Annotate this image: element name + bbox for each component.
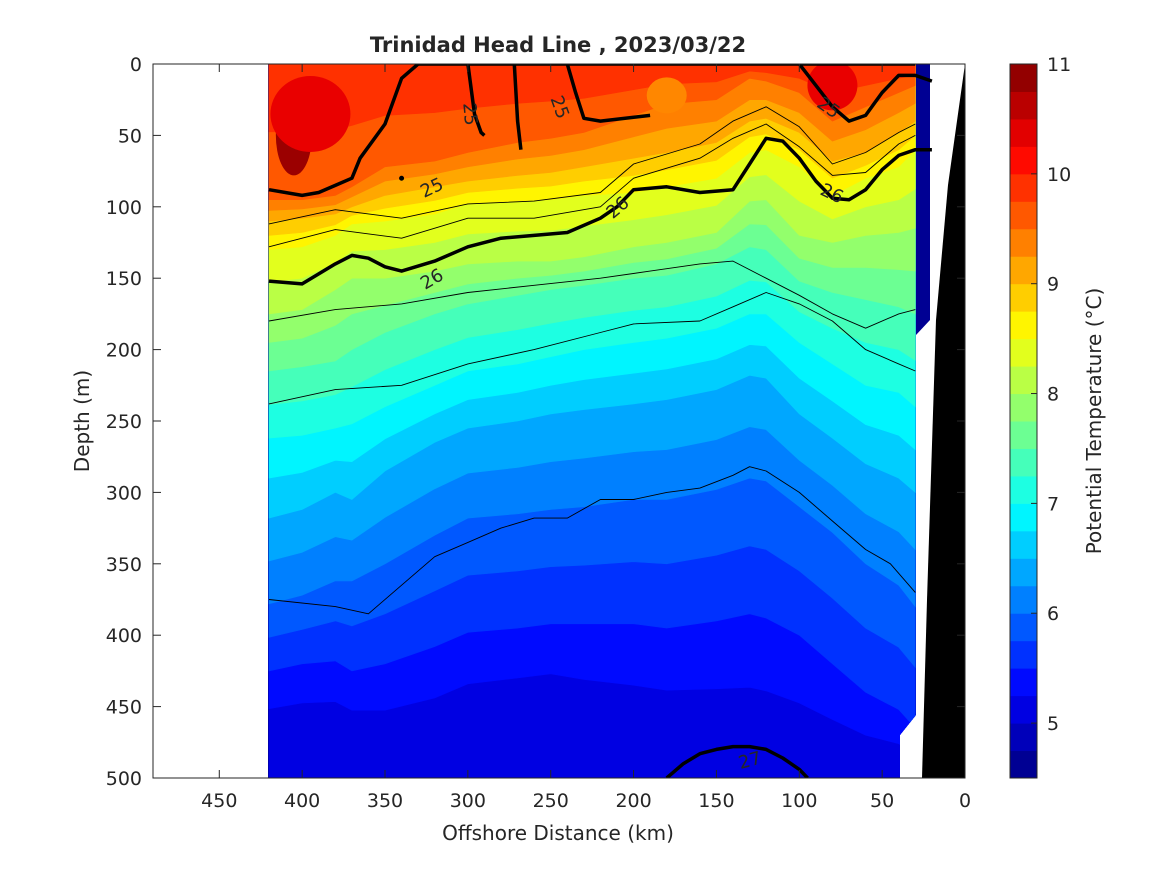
colorbar-swatch <box>1010 750 1037 779</box>
temp-core <box>807 64 858 111</box>
colorbar-swatch <box>1010 503 1037 532</box>
colorbar-tick-label: 6 <box>1047 603 1059 625</box>
y-tick-label: 100 <box>106 197 142 219</box>
colorbar-swatch <box>1010 448 1037 477</box>
colorbar-swatch <box>1010 283 1037 312</box>
thin-density-contour <box>268 123 916 248</box>
colorbar-swatch <box>1010 613 1037 642</box>
colorbar-tick-label: 7 <box>1047 493 1059 515</box>
y-tick-label: 400 <box>106 625 142 647</box>
x-tick-label: 100 <box>781 790 817 812</box>
density-contour-25-lobe <box>797 64 933 123</box>
y-tick-label: 200 <box>106 340 142 362</box>
y-tick-label: 50 <box>118 125 142 147</box>
colorbar-swatch <box>1010 201 1037 230</box>
y-tick-label: 250 <box>106 411 142 433</box>
x-tick-label: 250 <box>533 790 569 812</box>
colorbar-swatch <box>1010 91 1037 120</box>
temp-core <box>646 77 687 114</box>
y-tick-label: 150 <box>106 268 142 290</box>
colorbar-tick-label: 9 <box>1047 274 1059 296</box>
colorbar-tick-label: 5 <box>1047 713 1059 735</box>
colorbar-tick-label: 8 <box>1047 384 1059 406</box>
colorbar-swatch <box>1010 475 1037 504</box>
contour-label: 25 <box>458 102 481 127</box>
x-tick-label: 0 <box>959 790 971 812</box>
x-tick-label: 200 <box>615 790 651 812</box>
colorbar-swatch <box>1010 338 1037 367</box>
colorbar-swatch <box>1010 558 1037 587</box>
x-tick-label: 50 <box>870 790 894 812</box>
x-axis-ticks: 450 400 350 300 250 200 150 100 50 0 <box>201 64 971 812</box>
y-tick-label: 450 <box>106 697 142 719</box>
density-contour-26 <box>268 136 932 286</box>
temperature-bands <box>268 64 930 778</box>
colorbar-swatch <box>1010 64 1037 92</box>
y-tick-label: 300 <box>106 482 142 504</box>
colorbar-swatch <box>1010 421 1037 449</box>
x-tick-label: 150 <box>698 790 734 812</box>
colorbar-swatch <box>1010 173 1037 202</box>
colorbar-tick-label: 11 <box>1047 54 1071 76</box>
colorbar-swatch <box>1010 393 1037 422</box>
contour-dot <box>399 175 405 181</box>
colorbar-tick-label: 10 <box>1047 164 1071 186</box>
colorbar-label: Potential Temperature (°C) <box>1082 288 1106 555</box>
y-tick-label: 350 <box>106 554 142 576</box>
colorbar-swatch <box>1010 723 1037 752</box>
x-tick-label: 350 <box>367 790 403 812</box>
seafloor-bathymetry <box>922 64 965 778</box>
y-tick-label: 500 <box>106 768 142 790</box>
colorbar-swatch <box>1010 695 1037 724</box>
density-contour-25 <box>268 64 916 198</box>
x-tick-label: 300 <box>450 790 486 812</box>
density-contour-25-lobe <box>466 64 486 137</box>
contour-label-text: 25 <box>458 102 481 127</box>
colorbar-swatch <box>1010 585 1037 614</box>
y-tick-label: 0 <box>130 54 142 76</box>
colorbar-swatch <box>1010 311 1037 340</box>
colorbar-swatch <box>1010 366 1037 395</box>
density-contour-25-lobe <box>512 64 523 150</box>
colorbar-swatch <box>1010 640 1037 669</box>
x-axis-label: Offshore Distance (km) <box>442 821 674 845</box>
density-contour-27 <box>665 744 809 778</box>
temp-core <box>270 75 351 152</box>
colorbar-swatch <box>1010 146 1037 175</box>
colorbar-swatch <box>1010 256 1037 285</box>
x-tick-label: 450 <box>201 790 237 812</box>
thin-density-contour <box>268 466 916 615</box>
colorbar-swatch <box>1010 668 1037 697</box>
thin-density-contour <box>268 260 916 329</box>
colorbar-frame <box>1009 63 1038 779</box>
y-axis-ticks: 0 50 100 150 200 250 300 350 400 450 500 <box>106 54 965 790</box>
colorbar <box>1010 64 1037 779</box>
colorbar-swatch <box>1010 530 1037 559</box>
thin-density-contour <box>268 292 916 405</box>
density-contour-25-lobe <box>565 64 651 123</box>
colorbar-ticks: 5 6 7 8 9 10 11 <box>1031 54 1071 735</box>
thin-density-contour <box>268 106 916 225</box>
colorbar-swatch <box>1010 228 1037 257</box>
x-tick-label: 400 <box>284 790 320 812</box>
chart-title: Trinidad Head Line , 2023/03/22 <box>370 33 746 57</box>
y-axis-label: Depth (m) <box>70 370 94 472</box>
colorbar-swatch <box>1010 118 1037 147</box>
